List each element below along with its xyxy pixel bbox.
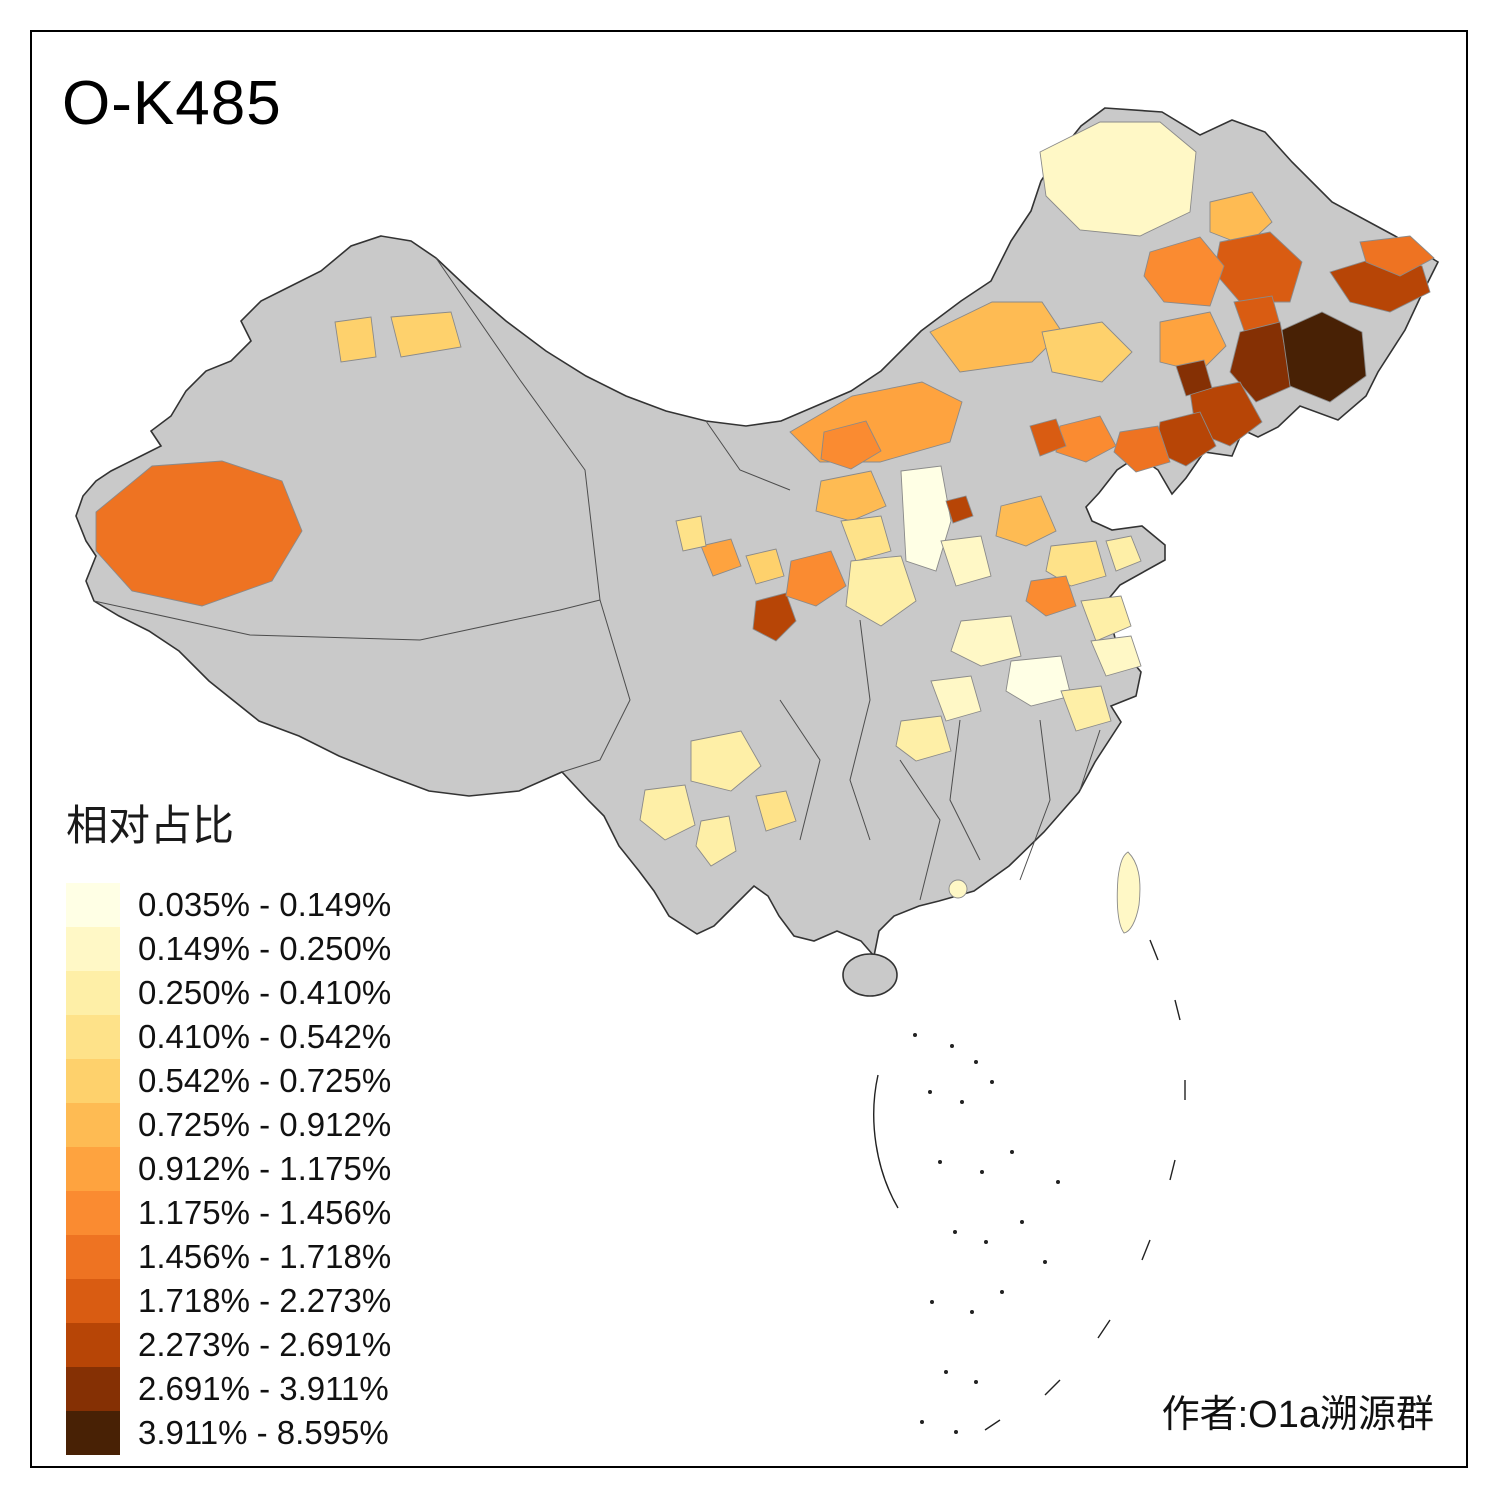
legend-swatch xyxy=(66,1015,120,1059)
legend-label: 1.718% - 2.273% xyxy=(138,1282,392,1319)
legend-item: 0.410% - 0.542% xyxy=(66,1015,391,1059)
hainan-island xyxy=(842,953,898,997)
legend-swatch xyxy=(66,1191,120,1235)
legend-swatch xyxy=(66,971,120,1015)
legend: 相对占比 0.035% - 0.149% 0.149% - 0.250% 0.2… xyxy=(66,792,391,1455)
province-borders xyxy=(93,257,1101,901)
legend-swatch xyxy=(66,1147,120,1191)
legend-rows: 0.035% - 0.149% 0.149% - 0.250% 0.250% -… xyxy=(66,883,391,1455)
taiwan-island xyxy=(1116,851,1141,934)
legend-title: 相对占比 xyxy=(66,802,235,849)
legend-label: 1.456% - 1.718% xyxy=(138,1238,392,1275)
legend-swatch xyxy=(66,1103,120,1147)
legend-label: 0.149% - 0.250% xyxy=(138,930,392,967)
legend-item: 0.149% - 0.250% xyxy=(66,927,391,971)
legend-label: 2.273% - 2.691% xyxy=(138,1326,392,1363)
legend-label: 1.175% - 1.456% xyxy=(138,1194,392,1231)
legend-swatch xyxy=(66,1059,120,1103)
legend-swatch xyxy=(66,1279,120,1323)
legend-swatch xyxy=(66,1411,120,1455)
legend-swatch xyxy=(66,927,120,971)
legend-label: 0.912% - 1.175% xyxy=(138,1150,392,1187)
legend-item: 0.912% - 1.175% xyxy=(66,1147,391,1191)
legend-item: 1.718% - 2.273% xyxy=(66,1279,391,1323)
legend-label: 0.410% - 0.542% xyxy=(138,1018,392,1055)
legend-item: 2.273% - 2.691% xyxy=(66,1323,391,1367)
legend-swatch xyxy=(66,1235,120,1279)
legend-item: 3.911% - 8.595% xyxy=(66,1411,391,1455)
legend-item: 2.691% - 3.911% xyxy=(66,1367,391,1411)
author-caption: 作者:O1a溯源群 xyxy=(1161,1394,1434,1436)
legend-item: 0.542% - 0.725% xyxy=(66,1059,391,1103)
legend-label: 3.911% - 8.595% xyxy=(138,1414,389,1451)
map-regions xyxy=(95,121,1435,899)
legend-item: 0.725% - 0.912% xyxy=(66,1103,391,1147)
legend-item: 0.250% - 0.410% xyxy=(66,971,391,1015)
legend-label: 0.725% - 0.912% xyxy=(138,1106,392,1143)
legend-label: 0.250% - 0.410% xyxy=(138,974,392,1011)
page-title: O-K485 xyxy=(62,69,282,138)
legend-swatch xyxy=(66,1323,120,1367)
legend-item: 1.456% - 1.718% xyxy=(66,1235,391,1279)
legend-swatch xyxy=(66,883,120,927)
south-china-sea-islands xyxy=(873,939,1186,1434)
legend-item: 1.175% - 1.456% xyxy=(66,1191,391,1235)
legend-swatch xyxy=(66,1367,120,1411)
legend-item: 0.035% - 0.149% xyxy=(66,883,391,927)
legend-label: 2.691% - 3.911% xyxy=(138,1370,389,1407)
legend-label: 0.542% - 0.725% xyxy=(138,1062,392,1099)
legend-label: 0.035% - 0.149% xyxy=(138,886,392,923)
